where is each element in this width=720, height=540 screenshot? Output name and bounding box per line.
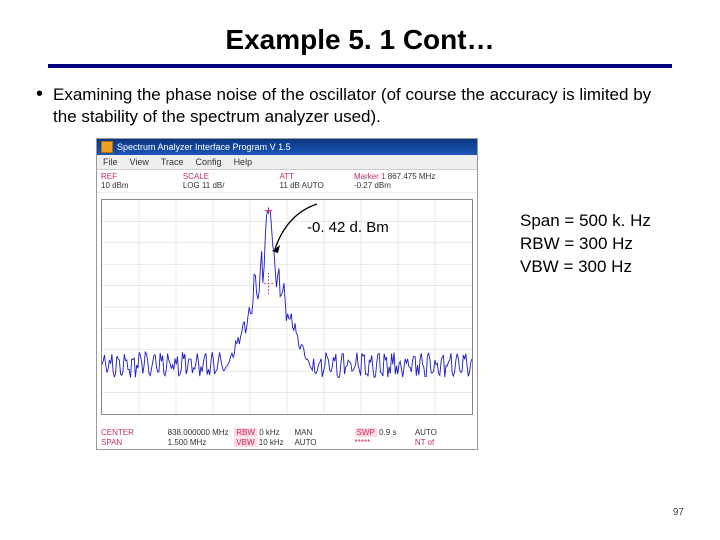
vbw-label: VBW	[234, 438, 256, 447]
spectrum-analyzer-window: Spectrum Analyzer Interface Program V 1.…	[96, 138, 478, 450]
bullet-dot: •	[36, 84, 43, 128]
ref-label: REF	[101, 172, 117, 181]
window-title: Spectrum Analyzer Interface Program V 1.…	[117, 142, 291, 152]
side-vbw: VBW = 300 Hz	[520, 256, 651, 279]
page-number: 97	[673, 507, 684, 518]
title-rule	[48, 64, 672, 68]
menu-bar: File View Trace Config Help	[97, 155, 477, 170]
nt-label: NT of	[415, 438, 473, 447]
scale-label: SCALE	[183, 172, 209, 181]
marker-freq: 867.475 MHz	[388, 172, 436, 181]
readout-header: REF10 dBm SCALELOG 11 dB/ ATT11 dB AUTO …	[97, 170, 477, 193]
peak-annotation: -0. 42 d. Bm	[307, 219, 389, 236]
center-value: 838.000000 MHz	[168, 428, 233, 437]
ref-value: 10 dBm	[101, 181, 129, 190]
readout-footer: CENTER 838.000000 MHz RBW 0 kHz MAN SWP …	[101, 427, 473, 447]
swp-value: 0.9 s	[379, 428, 396, 437]
att-value: 11 dB AUTO	[280, 181, 324, 190]
marker-label: Marker 1	[354, 172, 386, 181]
span-label: SPAN	[101, 438, 122, 447]
side-rbw: RBW = 300 Hz	[520, 233, 651, 256]
menu-item[interactable]: View	[130, 157, 149, 167]
swp-label: SWP	[355, 428, 377, 437]
app-icon	[101, 141, 113, 153]
menu-item[interactable]: Config	[196, 157, 222, 167]
marker-power: -0.27 dBm	[354, 181, 391, 190]
span-value: 1.500 MHz	[168, 438, 233, 447]
spectrum-plot	[101, 199, 473, 415]
menu-item[interactable]: Trace	[161, 157, 184, 167]
bullet-item: • Examining the phase noise of the oscil…	[0, 84, 720, 128]
vbw-value: 10 kHz	[259, 438, 284, 447]
menu-item[interactable]: File	[103, 157, 118, 167]
bullet-text: Examining the phase noise of the oscilla…	[53, 84, 666, 128]
swp-mode: AUTO	[415, 428, 473, 437]
scale-value: LOG 11 dB/	[183, 181, 225, 190]
side-span: Span = 500 k. Hz	[520, 210, 651, 233]
window-titlebar: Spectrum Analyzer Interface Program V 1.…	[97, 139, 477, 155]
rbw-mode: MAN	[294, 428, 352, 437]
slide-title: Example 5. 1 Cont…	[0, 0, 720, 56]
att-label: ATT	[280, 172, 295, 181]
rbw-value: 0 kHz	[259, 428, 279, 437]
menu-item[interactable]: Help	[234, 157, 253, 167]
center-label: CENTER	[101, 428, 134, 437]
rbw-label: RBW	[234, 428, 257, 437]
vbw-mode: AUTO	[294, 438, 352, 447]
side-notes: Span = 500 k. Hz RBW = 300 Hz VBW = 300 …	[520, 210, 651, 279]
